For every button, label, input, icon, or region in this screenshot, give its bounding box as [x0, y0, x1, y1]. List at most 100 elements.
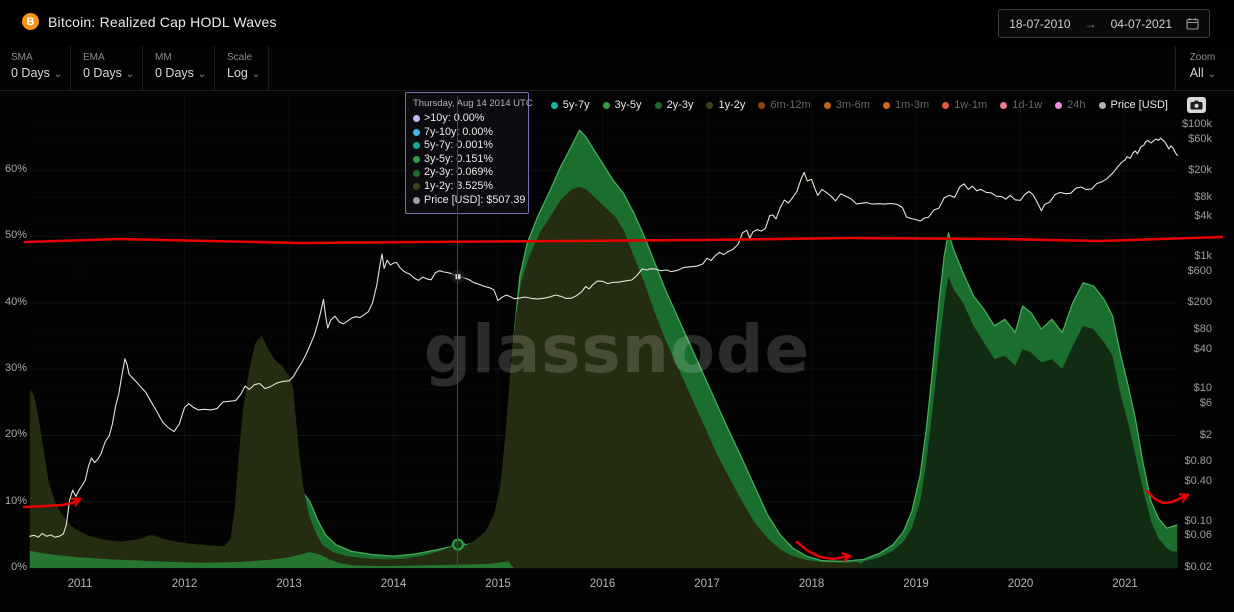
x-axis-tick: 2021 — [1112, 578, 1138, 590]
annotation-arrow-2021-head — [1181, 493, 1190, 503]
camera-screenshot-button[interactable] — [1187, 97, 1206, 113]
area-series-2019-body — [855, 276, 1178, 568]
tooltip-row--10y: >10y: 0.00% — [413, 112, 521, 126]
y-axis-left-tick: 60% — [4, 163, 27, 176]
zoom-label: Zoom — [1189, 52, 1216, 63]
legend-label: 1d-1w — [1012, 99, 1043, 111]
y-axis-left-tick: 30% — [4, 362, 27, 374]
chevron-down-icon: ⌄ — [53, 69, 63, 80]
legend-label: 6m-12m — [770, 99, 811, 111]
legend-item-1y-2y[interactable]: 1y-2y — [706, 99, 745, 111]
scale-label: Scale — [227, 52, 253, 63]
legend-item-1m-3m[interactable]: 1m-3m — [882, 99, 930, 111]
tooltip-value: 2y-3y: 0.069% — [424, 166, 494, 179]
tooltip-row-7y-10y: 7y-10y: 0.00% — [413, 126, 521, 140]
range-arrow-icon: → — [1084, 16, 1097, 31]
y-axis-right-tick: $0.80 — [1184, 454, 1212, 467]
legend-item-2y-3y[interactable]: 2y-3y — [654, 99, 693, 111]
chevron-down-icon: ⌄ — [197, 69, 207, 80]
legend-label: 24h — [1067, 99, 1086, 111]
annotation-arrow-left — [22, 497, 82, 509]
y-axis-left-tick: 20% — [4, 428, 27, 441]
y-axis-right-tick: $200 — [1187, 296, 1212, 309]
title-group: B Bitcoin: Realized Cap HODL Waves — [22, 13, 277, 30]
legend-item-1w-1m[interactable]: 1w-1m — [942, 99, 987, 111]
tooltip-dot-icon — [413, 183, 420, 191]
tooltip-value: 5y-7y: 0.001% — [424, 139, 494, 152]
y-axis-right-tick: $6 — [1199, 397, 1212, 410]
y-axis-left-tick: 50% — [4, 229, 27, 242]
x-axis-tick: 2019 — [903, 578, 929, 590]
legend-label: 5y-7y — [562, 99, 590, 111]
annotation-50pct-line — [23, 235, 1224, 245]
tooltip-dot-icon — [413, 156, 420, 164]
legend-item-5y-7y[interactable]: 5y-7y — [550, 99, 590, 111]
legend-dot-icon — [654, 101, 662, 109]
sma-label: SMA — [11, 52, 33, 63]
y-axis-right-tick: $1k — [1194, 250, 1212, 263]
annotation-arrow-left-head — [74, 497, 82, 507]
scale-control[interactable]: Scale Log ⌄ — [216, 46, 269, 90]
area-edge-2y-5y-band — [29, 129, 1178, 563]
legend-dot-icon — [823, 101, 831, 109]
x-axis-tick: 2018 — [798, 578, 825, 590]
chevron-down-icon: ⌄ — [251, 69, 261, 80]
legend-dot-icon — [942, 101, 950, 109]
glassnode-watermark: glassnode — [424, 311, 810, 388]
tooltip-value: 7y-10y: 0.00% — [424, 125, 494, 138]
tooltip-value: 3y-5y: 0.151% — [424, 152, 494, 165]
legend-label: 3m-6m — [835, 99, 870, 111]
zoom-value[interactable]: All ⌄ — [1189, 66, 1216, 80]
legend-dot-icon — [706, 101, 714, 109]
price-line — [29, 137, 1178, 538]
tooltip-dot-icon — [413, 142, 420, 150]
y-axis-left-tick: 10% — [4, 494, 27, 507]
y-axis-right-tick: $60k — [1188, 132, 1212, 145]
ema-control[interactable]: EMA 0 Days ⌄ — [72, 46, 143, 90]
tooltip-row-5y-7y: 5y-7y: 0.001% — [413, 139, 521, 153]
chevron-down-icon: ⌄ — [1207, 69, 1216, 80]
tooltip-row-price-usd-: Price [USD]: $507.39 — [413, 194, 525, 208]
x-axis-tick: 2014 — [380, 578, 407, 590]
y-axis-right-tick: $2 — [1199, 428, 1212, 441]
legend-dot-icon — [1098, 101, 1106, 109]
mm-control[interactable]: MM 0 Days ⌄ — [144, 46, 215, 90]
legend-item-3y-5y[interactable]: 3y-5y — [602, 99, 642, 111]
y-axis-right-tick: $4k — [1194, 210, 1212, 223]
bitcoin-logo-icon: B — [22, 13, 39, 30]
legend-label: 1m-3m — [894, 99, 930, 111]
legend-dot-icon — [758, 101, 766, 109]
mm-value[interactable]: 0 Days ⌄ — [155, 66, 207, 80]
page-title: Bitcoin: Realized Cap HODL Waves — [48, 13, 277, 30]
legend-item-3m-6m[interactable]: 3m-6m — [823, 99, 870, 111]
sma-control[interactable]: SMA 0 Days ⌄ — [0, 46, 71, 90]
x-axis-tick: 2017 — [694, 578, 720, 590]
legend-dot-icon — [1055, 101, 1063, 109]
y-axis-right-tick: $100k — [1182, 118, 1212, 130]
annotation-arrow-2018-head — [842, 554, 852, 563]
scale-value[interactable]: Log ⌄ — [227, 66, 261, 80]
ema-value[interactable]: 0 Days ⌄ — [83, 66, 135, 80]
sma-value[interactable]: 0 Days ⌄ — [11, 66, 63, 80]
y-axis-right-tick: $0.40 — [1184, 474, 1212, 487]
legend-item-1d-1w[interactable]: 1d-1w — [1000, 99, 1042, 111]
date-to-value[interactable]: 04-07-2021 — [1110, 16, 1172, 31]
legend-item-6m-12m[interactable]: 6m-12m — [758, 99, 811, 111]
tooltip-row-1y-2y: 1y-2y: 3.525% — [413, 180, 521, 194]
zoom-control[interactable]: Zoom All ⌄ — [1174, 46, 1234, 90]
legend-item-price-usd-[interactable]: Price [USD] — [1098, 99, 1168, 111]
ema-label: EMA — [83, 52, 105, 63]
legend-dot-icon — [602, 101, 610, 109]
legend-item-24h[interactable]: 24h — [1055, 99, 1086, 111]
legend-dot-icon — [882, 101, 890, 109]
chevron-down-icon: ⌄ — [125, 69, 135, 80]
date-from-value[interactable]: 18-07-2010 — [1009, 16, 1071, 31]
legend-dot-icon — [1000, 101, 1008, 109]
date-range-picker[interactable]: 18-07-2010 → 04-07-2021 — [998, 9, 1210, 38]
tooltip-value: Price [USD]: $507.39 — [424, 193, 526, 206]
calendar-icon[interactable] — [1186, 17, 1199, 30]
y-axis-right-tick: $20k — [1188, 164, 1212, 177]
mm-label: MM — [155, 52, 172, 63]
